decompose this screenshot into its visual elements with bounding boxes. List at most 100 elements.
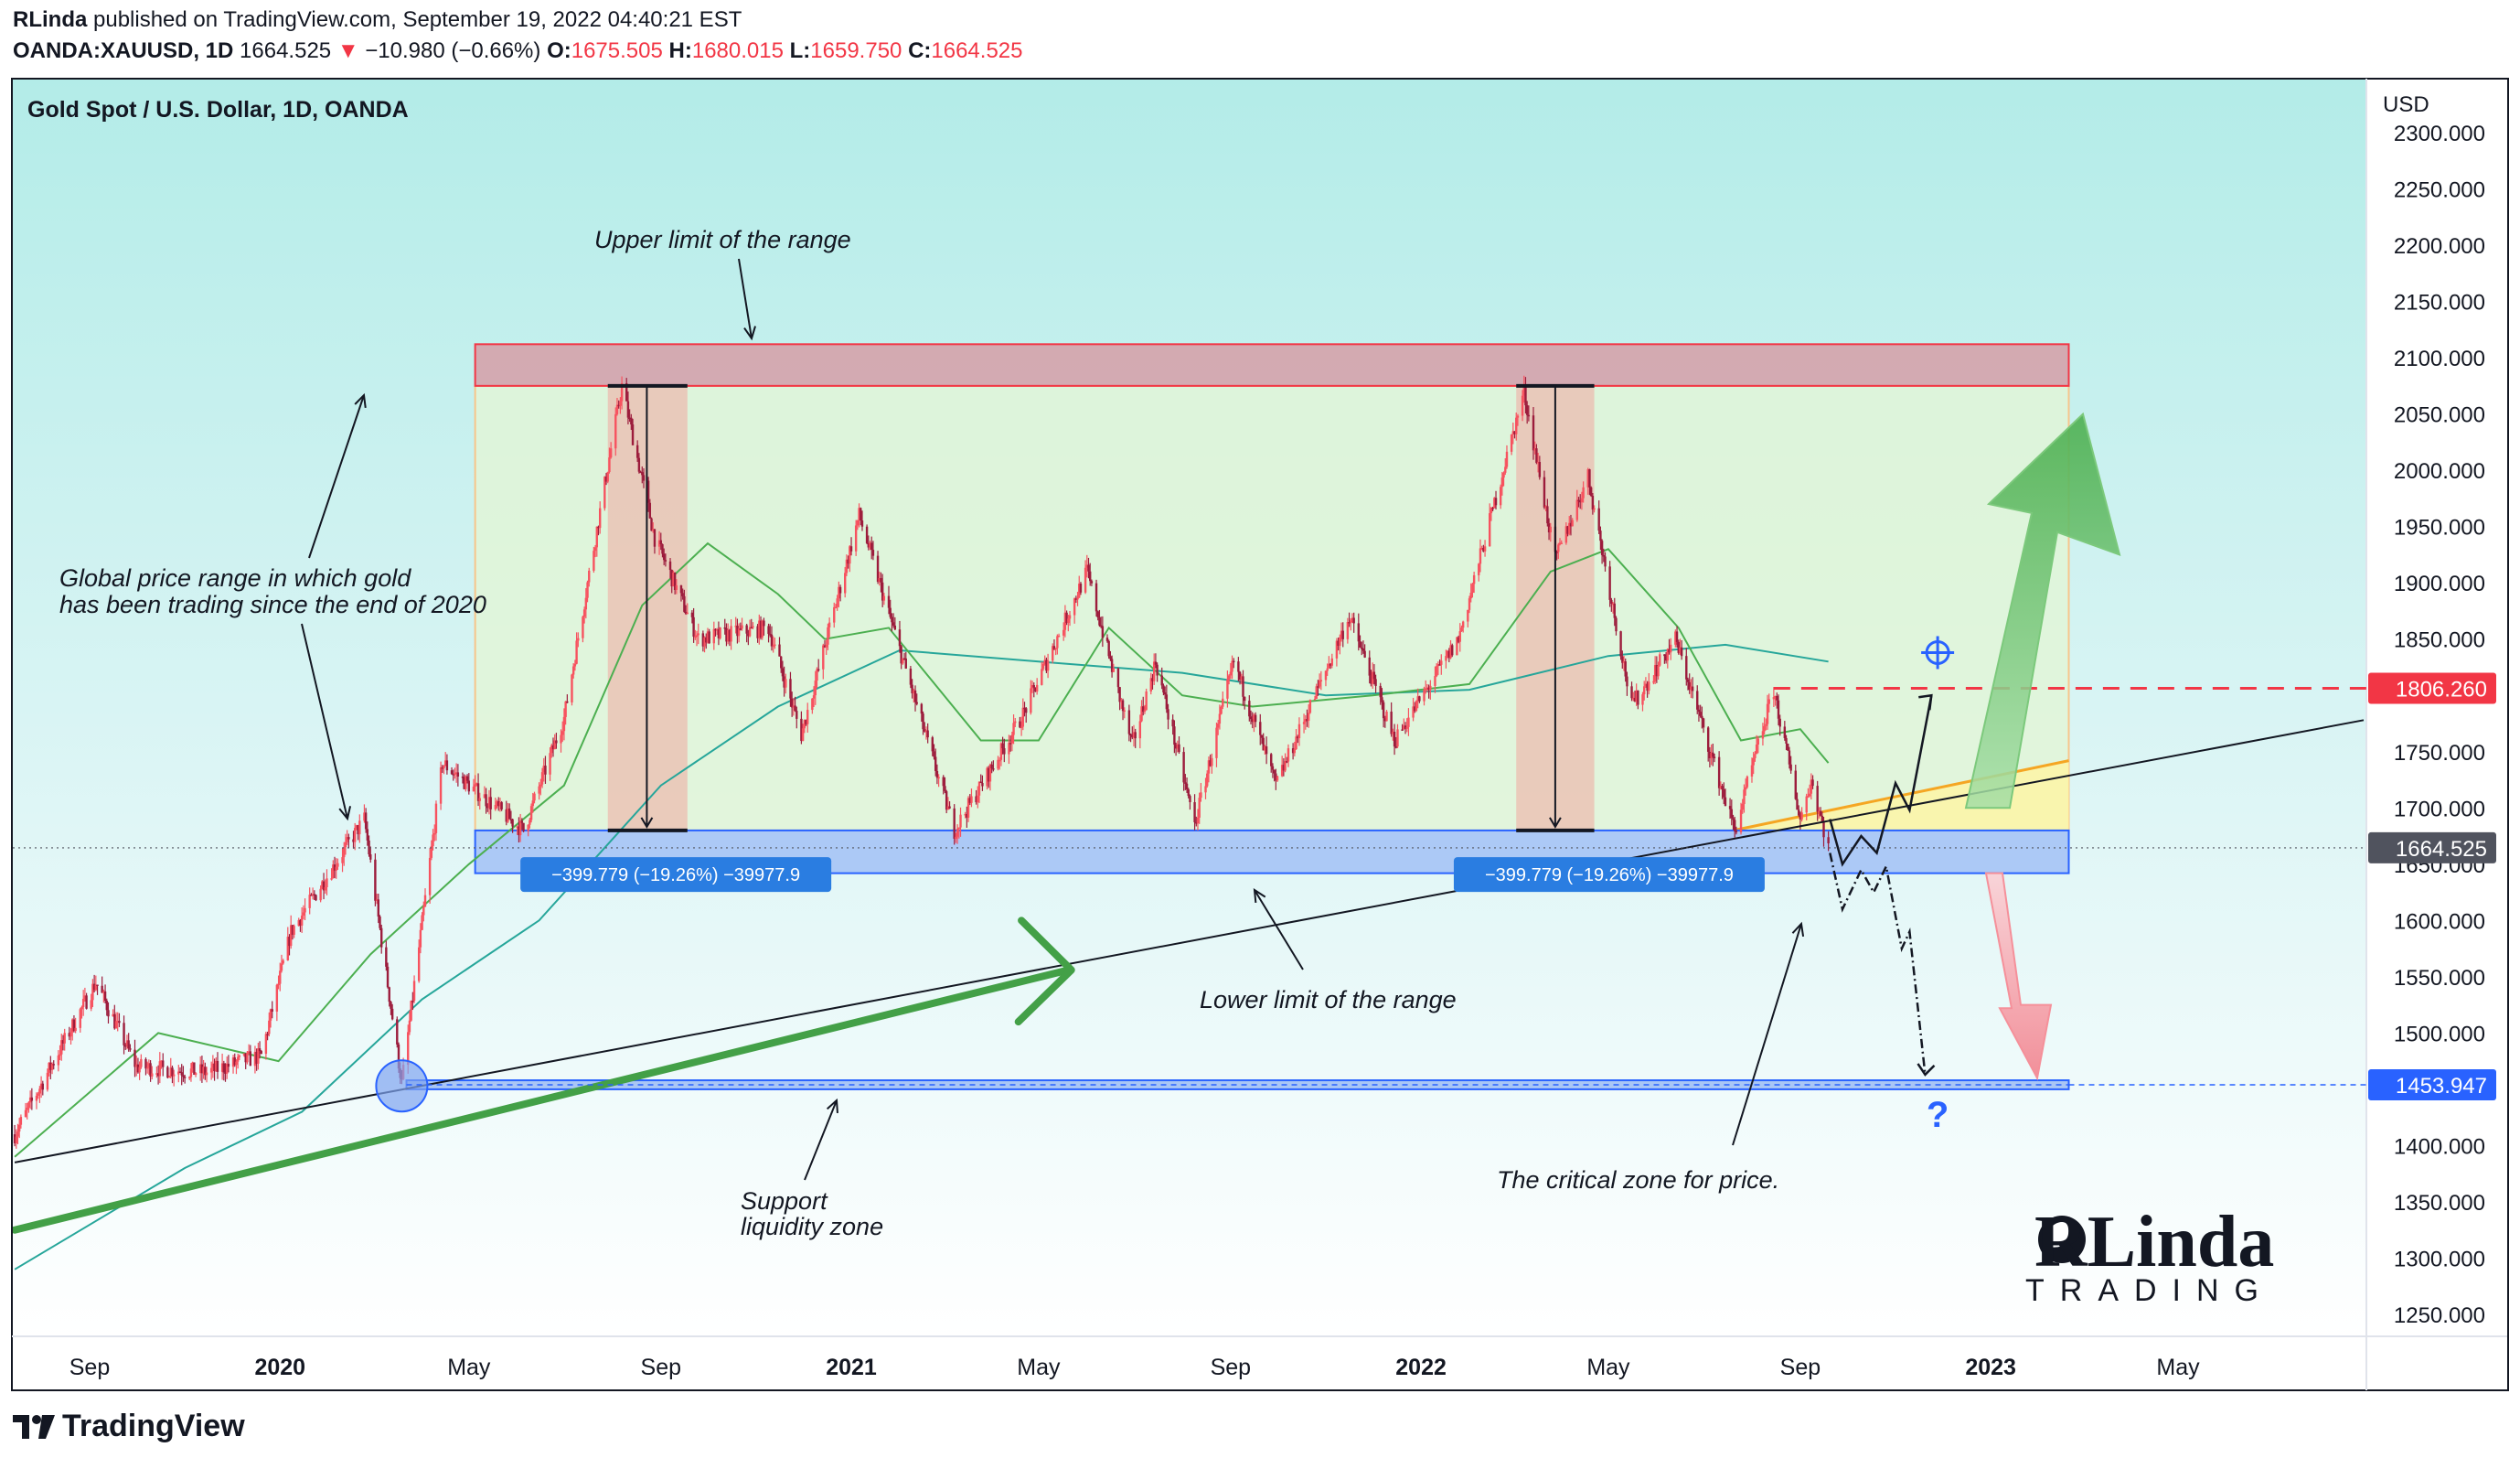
candle-body	[529, 806, 533, 820]
candle-body	[1068, 615, 1072, 619]
candle-body	[1242, 676, 1244, 697]
candle-body	[553, 740, 556, 750]
candle-body	[390, 1008, 394, 1020]
candle-body	[1216, 724, 1220, 728]
candle-body	[1405, 726, 1408, 729]
candle-body	[257, 1048, 260, 1064]
tradingview-brand: TradingView	[62, 1409, 245, 1443]
candle-body	[1494, 498, 1498, 506]
candle-body	[686, 612, 689, 615]
candle-body	[1635, 690, 1638, 702]
candle-body	[1259, 722, 1262, 735]
candle-body	[264, 1034, 268, 1055]
candle-body	[417, 947, 421, 981]
candle-body	[1326, 668, 1329, 671]
candle-body	[1084, 567, 1087, 593]
publish-info: RLinda published on TradingView.com, Sep…	[13, 7, 742, 33]
candle-body	[433, 832, 436, 835]
candle-body	[593, 547, 597, 552]
candle-body	[734, 626, 737, 627]
candle-body	[1233, 660, 1235, 663]
candle-body	[1361, 648, 1363, 649]
currency-label: USD	[2383, 92, 2429, 117]
candle-body	[1525, 405, 1529, 415]
candle-body	[169, 1067, 172, 1077]
candle-body	[112, 1013, 114, 1017]
bearish-arrowhead	[1917, 1063, 1936, 1077]
candle-body	[496, 801, 498, 806]
candle-body	[1706, 727, 1710, 752]
candle-body	[544, 766, 547, 775]
y-tick-label: 1850.000	[2394, 628, 2485, 653]
candle-body	[1604, 556, 1607, 567]
candle-body	[1052, 646, 1056, 649]
candle-body	[1445, 656, 1447, 661]
candle-body	[144, 1058, 147, 1069]
candle-body	[127, 1040, 130, 1049]
candle-body	[538, 786, 540, 794]
candle-body	[1741, 804, 1744, 810]
candle-body	[1167, 709, 1169, 720]
candle-body	[1019, 721, 1021, 728]
candle-body	[955, 836, 957, 839]
candle-body	[408, 1020, 411, 1033]
publish-date: published on TradingView.com, September …	[93, 7, 742, 32]
candle-body	[1677, 641, 1680, 653]
candle-body	[1178, 744, 1180, 753]
candle-body	[1641, 694, 1644, 705]
candle-body	[226, 1063, 229, 1074]
price-label-box	[2368, 672, 2496, 704]
candle-body	[1479, 548, 1482, 564]
candle-body	[1630, 686, 1633, 699]
candle-body	[662, 553, 666, 561]
candle-body	[695, 635, 699, 637]
x-tick-label: May	[1017, 1355, 1061, 1380]
candle-body	[1276, 776, 1279, 781]
candle-body	[1493, 498, 1496, 509]
candle-body	[1460, 627, 1463, 632]
candle-body	[630, 417, 633, 425]
candle-body	[838, 586, 842, 594]
candle-body	[1023, 707, 1026, 710]
candle-body	[708, 631, 710, 644]
candle-body	[1808, 793, 1811, 797]
candle-body	[1363, 650, 1366, 658]
candle-body	[1735, 831, 1738, 833]
symbol-label[interactable]: OANDA:XAUUSD, 1D	[13, 38, 234, 63]
candle-body	[80, 1006, 83, 1010]
candle-body	[1012, 723, 1015, 735]
candle-body	[703, 637, 706, 647]
candle-body	[1324, 670, 1328, 681]
candle-body	[571, 666, 575, 675]
tradingview-footer[interactable]: TradingView	[13, 1409, 245, 1444]
candle-body	[486, 806, 489, 809]
open-label: O:	[547, 38, 571, 63]
candle-body	[1101, 626, 1105, 638]
time-axis[interactable]: Sep 2020 May Sep 2021 May Sep 2022 May Sep 2023 May	[69, 1355, 2200, 1380]
big-red-arrow	[1984, 872, 2053, 1081]
candle-body	[478, 798, 481, 801]
candle-body	[796, 711, 798, 719]
candle-body	[304, 907, 306, 913]
candle-body	[1226, 679, 1229, 699]
candle-body	[463, 777, 465, 789]
candle-body	[970, 796, 973, 803]
candle-body	[1468, 598, 1471, 610]
publisher-name[interactable]: RLinda	[13, 7, 88, 32]
candle-body	[845, 559, 849, 574]
candle-body	[892, 622, 895, 626]
candle-body	[891, 616, 893, 623]
candle-body	[407, 1032, 410, 1066]
candle-body	[931, 737, 934, 752]
candle-body	[516, 826, 518, 828]
tradingview-logo-icon	[13, 1414, 55, 1439]
candle-body	[1546, 506, 1549, 524]
candle-body	[1371, 671, 1374, 684]
candle-body	[227, 1063, 230, 1067]
candle-body	[319, 888, 322, 901]
candle-body	[1340, 630, 1343, 638]
candle-body	[915, 702, 918, 704]
candle-body	[737, 628, 741, 637]
candle-body	[1297, 736, 1299, 739]
